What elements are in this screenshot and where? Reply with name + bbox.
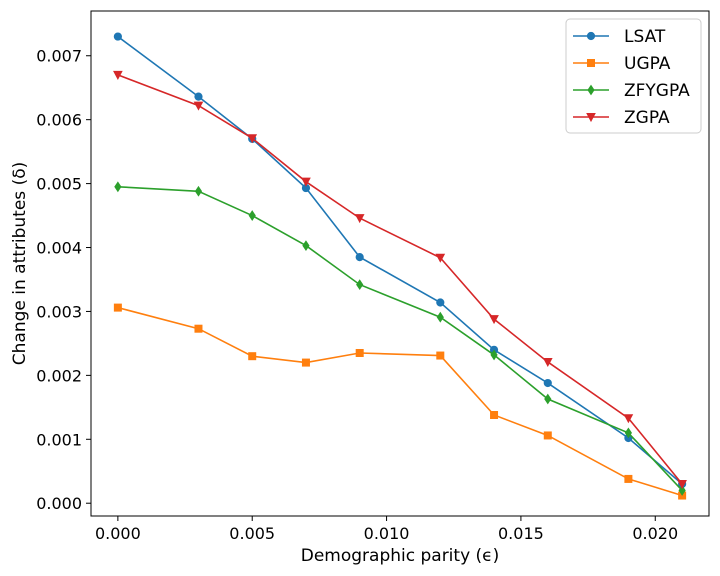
y-tick-label: 0.005 (36, 175, 82, 194)
series-line (117, 306, 683, 497)
legend-marker (587, 84, 595, 96)
data-point (543, 431, 552, 440)
y-tick-label: 0.004 (36, 239, 82, 258)
data-point (113, 70, 123, 80)
data-point (624, 474, 633, 483)
data-point (248, 210, 256, 221)
data-point (247, 134, 258, 144)
data-point (301, 177, 311, 187)
data-point (489, 315, 499, 325)
data-point (677, 480, 687, 490)
legend: LSAT UGPA ZFYGPA ZGPA (565, 18, 702, 134)
x-tick-label: 0.000 (95, 524, 141, 543)
legend-item: UGPA (573, 54, 671, 74)
legend-item: ZFYGPA (573, 81, 690, 101)
data-point (436, 311, 444, 323)
data-point (356, 279, 364, 290)
data-point (301, 358, 310, 367)
x-axis-label: Demographic parity (ϵ) (301, 546, 500, 566)
data-point (435, 253, 446, 263)
y-tick-label: 0.006 (36, 111, 82, 130)
data-point (354, 214, 365, 224)
x-tick-label: 0.015 (498, 524, 544, 543)
legend-marker (586, 31, 596, 41)
legend-label: ZFYGPA (624, 81, 690, 101)
data-point (355, 253, 364, 262)
series-line (117, 74, 683, 485)
legend-item: LSAT (573, 27, 666, 47)
data-point (542, 357, 553, 368)
data-point (544, 393, 552, 405)
plot-area (90, 10, 710, 517)
y-tick-label: 0.002 (36, 366, 82, 385)
x-axis-ticks: 0.000 0.005 0.010 0.015 0.020 (95, 516, 678, 543)
legend-label: ZGPA (624, 108, 670, 128)
y-tick-label: 0.000 (36, 494, 82, 513)
y-tick-label: 0.007 (36, 47, 82, 66)
data-point (194, 185, 203, 197)
data-point (355, 348, 364, 357)
legend-item: ZGPA (573, 108, 670, 128)
data-point (623, 414, 634, 424)
x-tick-label: 0.010 (364, 524, 410, 543)
data-point (194, 324, 203, 333)
data-point (436, 351, 445, 360)
data-point (678, 485, 686, 496)
x-tick-label: 0.005 (229, 524, 275, 543)
y-tick-label: 0.001 (36, 430, 82, 449)
data-point (248, 352, 257, 361)
series-ugpa (113, 303, 687, 500)
legend-label: LSAT (624, 27, 666, 47)
data-point (113, 303, 122, 312)
legend-label: UGPA (624, 54, 671, 74)
y-tick-label: 0.003 (36, 302, 82, 321)
plot-frame (90, 10, 710, 517)
y-axis-ticks: 0.000 0.001 0.002 0.003 0.004 0.005 0.006 0.007 (36, 47, 91, 513)
series-zfygpa (114, 181, 686, 496)
data-point (193, 101, 204, 111)
data-point (490, 411, 499, 419)
legend-marker (587, 59, 595, 67)
data-point (490, 349, 498, 361)
y-axis-label: Change in attributes (δ) (10, 162, 30, 365)
series-zgpa (113, 70, 687, 490)
series-line (117, 185, 683, 491)
series-line (117, 35, 683, 485)
data-point (114, 181, 122, 193)
data-point (302, 240, 310, 252)
data-point (194, 92, 203, 101)
x-tick-label: 0.020 (632, 524, 678, 543)
legend-box (565, 18, 702, 134)
data-point (436, 298, 445, 307)
data-point (113, 32, 122, 41)
data-point (624, 427, 632, 439)
legend-marker (586, 113, 596, 123)
data-point (543, 378, 552, 388)
